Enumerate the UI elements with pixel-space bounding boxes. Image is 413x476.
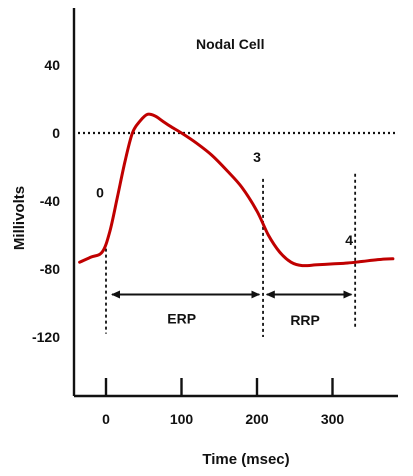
phase-marker-label: 3 <box>253 149 261 165</box>
y-tick-label: -40 <box>40 193 60 209</box>
y-tick-label: 0 <box>52 125 60 141</box>
phase-markers: 0 3 4 <box>96 149 357 337</box>
interval-label: ERP <box>167 310 196 326</box>
y-tick-label: 40 <box>44 57 60 73</box>
x-axis-label: Time (msec) <box>202 451 289 468</box>
phase-marker-label: 0 <box>96 185 104 201</box>
x-axis-ticks: 0 100 200 300 <box>102 378 344 427</box>
phase-marker-label: 4 <box>345 232 353 248</box>
x-tick-label: 300 <box>321 411 345 427</box>
x-tick-label: 100 <box>170 411 194 427</box>
series-line <box>78 112 395 268</box>
x-tick-label: 0 <box>102 411 110 427</box>
y-axis-label: Millivolts <box>11 186 28 250</box>
chart-title: Nodal Cell <box>196 36 264 52</box>
y-axis-ticks: 40 0 -40 -80 -120 <box>32 57 60 345</box>
refractory-intervals: ERP RRP <box>111 290 353 328</box>
x-tick-label: 200 <box>245 411 269 427</box>
y-tick-label: -120 <box>32 329 60 345</box>
interval-label: RRP <box>290 312 320 328</box>
action-potential-series <box>78 112 395 268</box>
y-tick-label: -80 <box>40 261 60 277</box>
